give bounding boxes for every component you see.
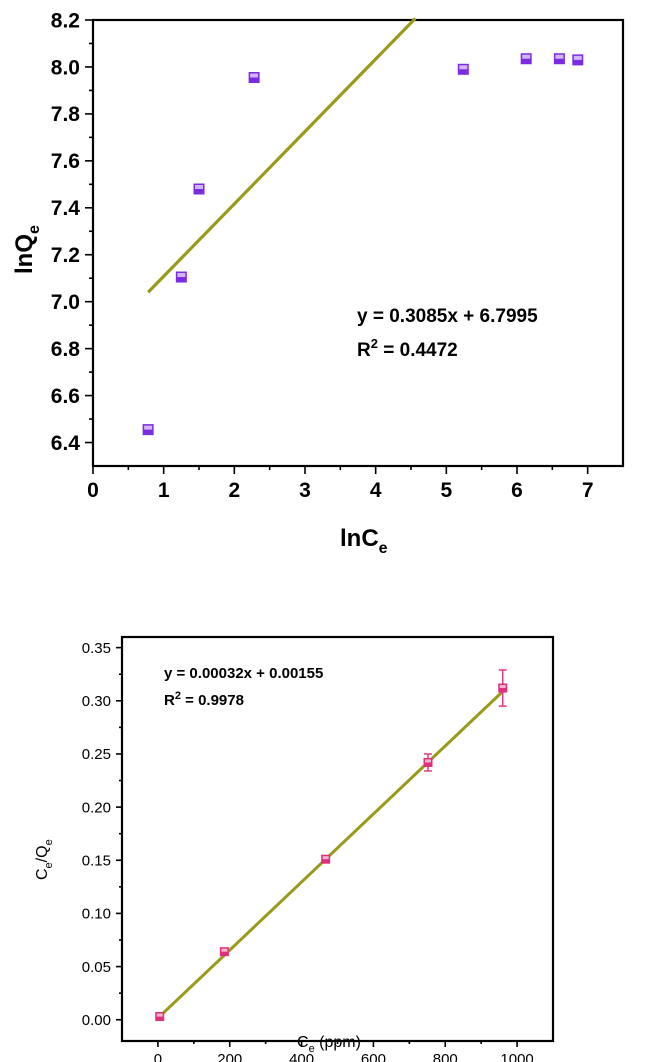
x-tick-label: 800: [433, 1051, 458, 1062]
x-tick-label: 0: [87, 479, 99, 502]
x-tick-label: 2: [228, 479, 240, 502]
data-point-highlight: [221, 948, 228, 952]
data-point-highlight: [144, 425, 153, 430]
data-point-highlight: [555, 54, 564, 59]
data-point-highlight: [250, 73, 259, 78]
y-tick-label: 0.00: [82, 1012, 111, 1029]
ce-qe-vs-ce-chart: 0 200 400 600 800 1000 0.00 0.05 0.10 0.15 0.20 0.2…: [34, 635, 555, 1062]
data-point-highlight: [459, 65, 468, 70]
data-point-highlight: [522, 54, 531, 59]
y-tick-label: 0.30: [82, 693, 111, 710]
y-tick-label: 8.2: [51, 9, 80, 32]
chart1-ticks: 0 1 2 3 4 5 6 7 6.4 6.6 6.8 7.0 7.2 7.4 7.6 7.8 8.0 8.2: [51, 9, 594, 502]
chart1-y-axis-title: lnQe: [11, 225, 43, 274]
data-point-highlight: [499, 685, 506, 689]
x-tick-label: 200: [217, 1051, 242, 1062]
x-tick-label: 4: [370, 479, 382, 502]
chart1-fit-line-group: [146, 17, 417, 294]
y-tick-label: 6.4: [51, 432, 81, 455]
y-tick-label: 0.05: [82, 959, 111, 976]
chart1-x-axis-title: lnCe: [340, 525, 388, 557]
chart1-r-squared: R2 = 0.4472: [357, 336, 458, 361]
chart1-plot-frame: [91, 18, 625, 468]
y-tick-label: 0.20: [82, 799, 111, 816]
data-point-highlight: [195, 185, 203, 190]
chart2-ticks: 0 200 400 600 800 1000 0.00 0.05 0.10 0.15 0.20 0.2…: [82, 640, 534, 1062]
y-tick-label: 6.6: [51, 385, 80, 408]
x-tick-label: 400: [289, 1051, 314, 1062]
data-point-highlight: [156, 1013, 163, 1017]
data-point-highlight: [573, 55, 582, 60]
data-point-marker: [520, 53, 532, 65]
x-tick-label: 1000: [500, 1051, 533, 1062]
data-point-highlight: [177, 273, 186, 278]
x-tick-label: 0: [154, 1051, 162, 1062]
chart1-equation: y = 0.3085x + 6.7995: [357, 306, 538, 327]
fit-line: [146, 17, 417, 294]
y-tick-label: 7.4: [51, 197, 81, 220]
chart2-fit-line-group: [156, 690, 504, 1020]
y-tick-label: 0.25: [82, 746, 111, 763]
data-point-highlight: [425, 759, 432, 763]
fit-line: [156, 690, 504, 1020]
chart2-points: [155, 669, 508, 1022]
x-tick-label: 7: [582, 479, 594, 502]
lnq-vs-lnc-chart: 0 1 2 3 4 5 6 7 6.4 6.6 6.8 7.0 7.2 7.4 7.6 7.8 8.0 8.2 y…: [11, 9, 625, 557]
data-point-highlight: [322, 856, 329, 860]
y-tick-label: 0.35: [82, 640, 111, 657]
chart2-r-squared: R2 = 0.9978: [164, 690, 244, 709]
y-tick-label: 7.2: [51, 244, 80, 267]
y-tick-label: 7.6: [51, 150, 80, 173]
x-tick-label: 6: [511, 479, 523, 502]
y-tick-label: 0.10: [82, 906, 111, 923]
x-tick-label: 5: [440, 479, 452, 502]
y-tick-label: 7.8: [51, 103, 81, 126]
y-tick-label: 7.0: [51, 291, 80, 314]
x-tick-label: 600: [361, 1051, 386, 1062]
y-tick-label: 6.8: [51, 338, 81, 361]
chart2-equation: y = 0.00032x + 0.00155: [164, 665, 323, 682]
chart2-y-axis-title: Ce/Qe: [34, 839, 55, 880]
y-tick-label: 0.15: [82, 853, 111, 870]
y-tick-label: 8.0: [51, 56, 80, 79]
chart1-points: [142, 53, 584, 436]
data-point-marker: [553, 53, 565, 65]
x-tick-label: 3: [299, 479, 311, 502]
x-tick-label: 1: [158, 479, 170, 502]
chart2-x-axis-title: Ce (ppm): [297, 1034, 361, 1055]
